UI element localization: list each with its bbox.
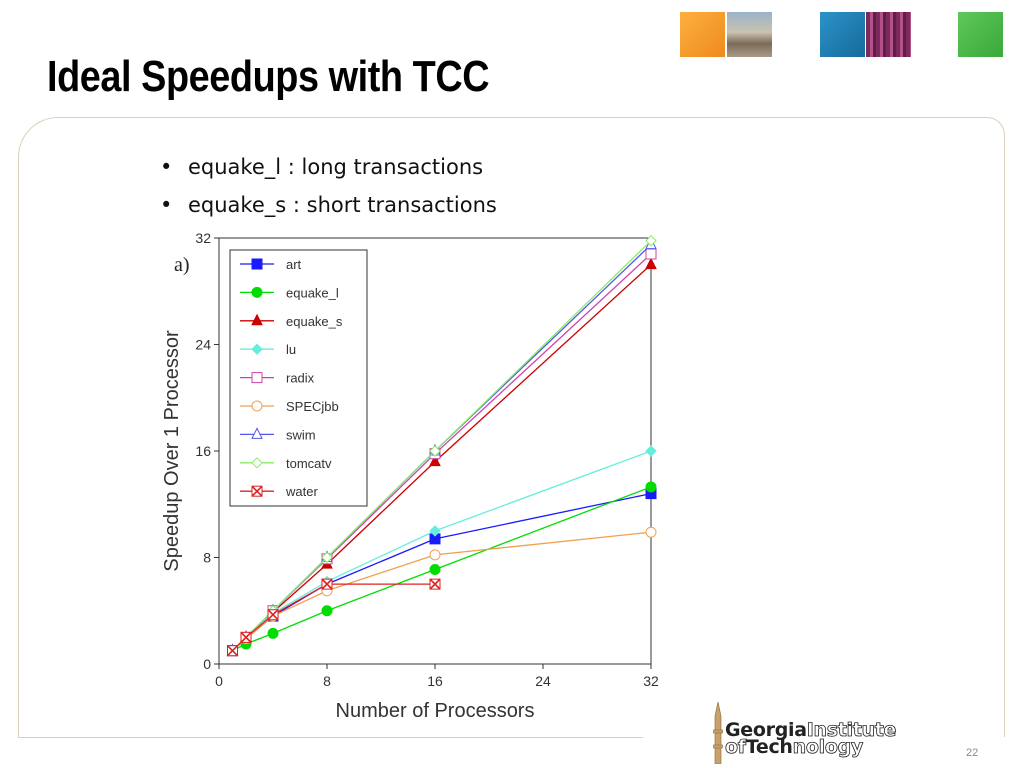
logo-line1: GeorgiaInstitute — [725, 719, 896, 741]
data-point — [267, 627, 279, 639]
x-tick-label: 32 — [643, 673, 659, 689]
bullet-text: equake_l : long transactions — [188, 155, 484, 179]
legend-marker — [251, 485, 263, 497]
x-tick-label: 24 — [535, 673, 551, 689]
legend-label: equake_s — [286, 314, 343, 329]
legend-marker — [251, 400, 263, 412]
data-point — [429, 578, 441, 590]
legend-item: lu — [240, 342, 296, 357]
logo-of: of — [725, 736, 747, 758]
slide-title: Ideal Speedups with TCC — [47, 52, 490, 101]
data-point — [429, 445, 441, 457]
x-axis-label: Number of Processors — [336, 700, 535, 722]
legend-item: tomcatv — [240, 456, 332, 471]
logo-institute: Institute — [807, 719, 896, 741]
legend-label: SPECjbb — [286, 399, 339, 414]
data-point — [429, 549, 441, 561]
legend-item: equake_s — [240, 313, 343, 329]
axes: 0 8 16 24 32 0 8 16 24 32 — [195, 230, 659, 689]
y-tick-label: 32 — [195, 230, 211, 246]
data-point — [429, 454, 441, 467]
logo-georgia: Georgia — [725, 719, 807, 741]
legend-marker — [251, 286, 263, 298]
logo-tech: Tech — [746, 736, 793, 758]
x-tick-label: 16 — [427, 673, 443, 689]
green-tile — [958, 12, 1003, 57]
data-point — [321, 605, 333, 617]
legend-label: swim — [286, 427, 316, 442]
campus-photo-tile — [727, 12, 772, 57]
panel-label: a) — [174, 254, 190, 276]
legend-label: tomcatv — [286, 456, 332, 471]
speedup-chart: a) 0 8 16 24 32 0 8 16 24 32 art equake_l equake_sl… — [161, 230, 659, 722]
data-point — [429, 525, 441, 537]
bullet-item: • equake_l : long transactions — [160, 155, 484, 179]
data-point — [645, 445, 657, 457]
legend-label: water — [285, 484, 318, 499]
page-number: 22 — [966, 747, 979, 759]
series-layer — [226, 234, 657, 657]
bullet-text: equake_s : short transactions — [188, 193, 497, 217]
x-tick-label: 0 — [215, 673, 223, 689]
series-water — [226, 578, 441, 657]
bullet-item: • equake_s : short transactions — [160, 193, 497, 217]
x-tick-label: 8 — [323, 673, 331, 689]
data-point — [321, 551, 333, 564]
legend-item: equake_l — [240, 285, 339, 300]
legend-label: equake_l — [286, 285, 339, 300]
data-point — [321, 578, 333, 590]
bullet-list: • equake_l : long transactions • equake_s … — [160, 150, 497, 226]
y-tick-label: 8 — [203, 550, 211, 566]
legend-marker — [251, 427, 263, 439]
logo-line2: ofTechnology — [725, 736, 864, 758]
data-point — [645, 234, 657, 247]
logo-nology: nology — [793, 736, 864, 758]
data-point — [429, 563, 441, 575]
georgia-tech-logo: GeorgiaInstitute ofTechnology — [713, 701, 897, 764]
data-point — [226, 645, 239, 657]
legend-item: SPECjbb — [240, 399, 339, 414]
legend-marker — [251, 457, 263, 469]
legend-item: water — [240, 484, 318, 499]
legend-marker — [251, 258, 263, 270]
legend-label: lu — [286, 342, 296, 357]
legend-marker — [251, 313, 263, 326]
orange-tile — [680, 12, 725, 57]
tower-icon — [713, 701, 723, 764]
legend-item: swim — [240, 427, 316, 442]
y-tick-label: 0 — [203, 656, 211, 672]
data-point — [267, 609, 279, 621]
data-point — [645, 248, 657, 260]
legend: art equake_l equake_slu radix SPECjbb swim tom… — [229, 249, 368, 507]
data-point — [645, 257, 657, 270]
circuit-photo-tile — [866, 12, 911, 57]
legend-marker — [251, 372, 263, 384]
blue-tile — [820, 12, 865, 57]
legend-item: radix — [240, 371, 315, 386]
data-point — [645, 526, 657, 538]
y-tick-label: 24 — [195, 337, 211, 353]
data-point — [645, 481, 657, 493]
legend-marker — [251, 343, 263, 355]
legend-item: art — [240, 257, 302, 272]
y-axis-label: Speedup Over 1 Processor — [161, 330, 183, 572]
legend-label: radix — [286, 371, 315, 386]
data-point — [240, 631, 252, 643]
content-frame-bottom — [18, 737, 643, 738]
y-tick-label: 16 — [195, 443, 211, 459]
legend-label: art — [286, 257, 302, 272]
content-frame — [18, 117, 1005, 737]
